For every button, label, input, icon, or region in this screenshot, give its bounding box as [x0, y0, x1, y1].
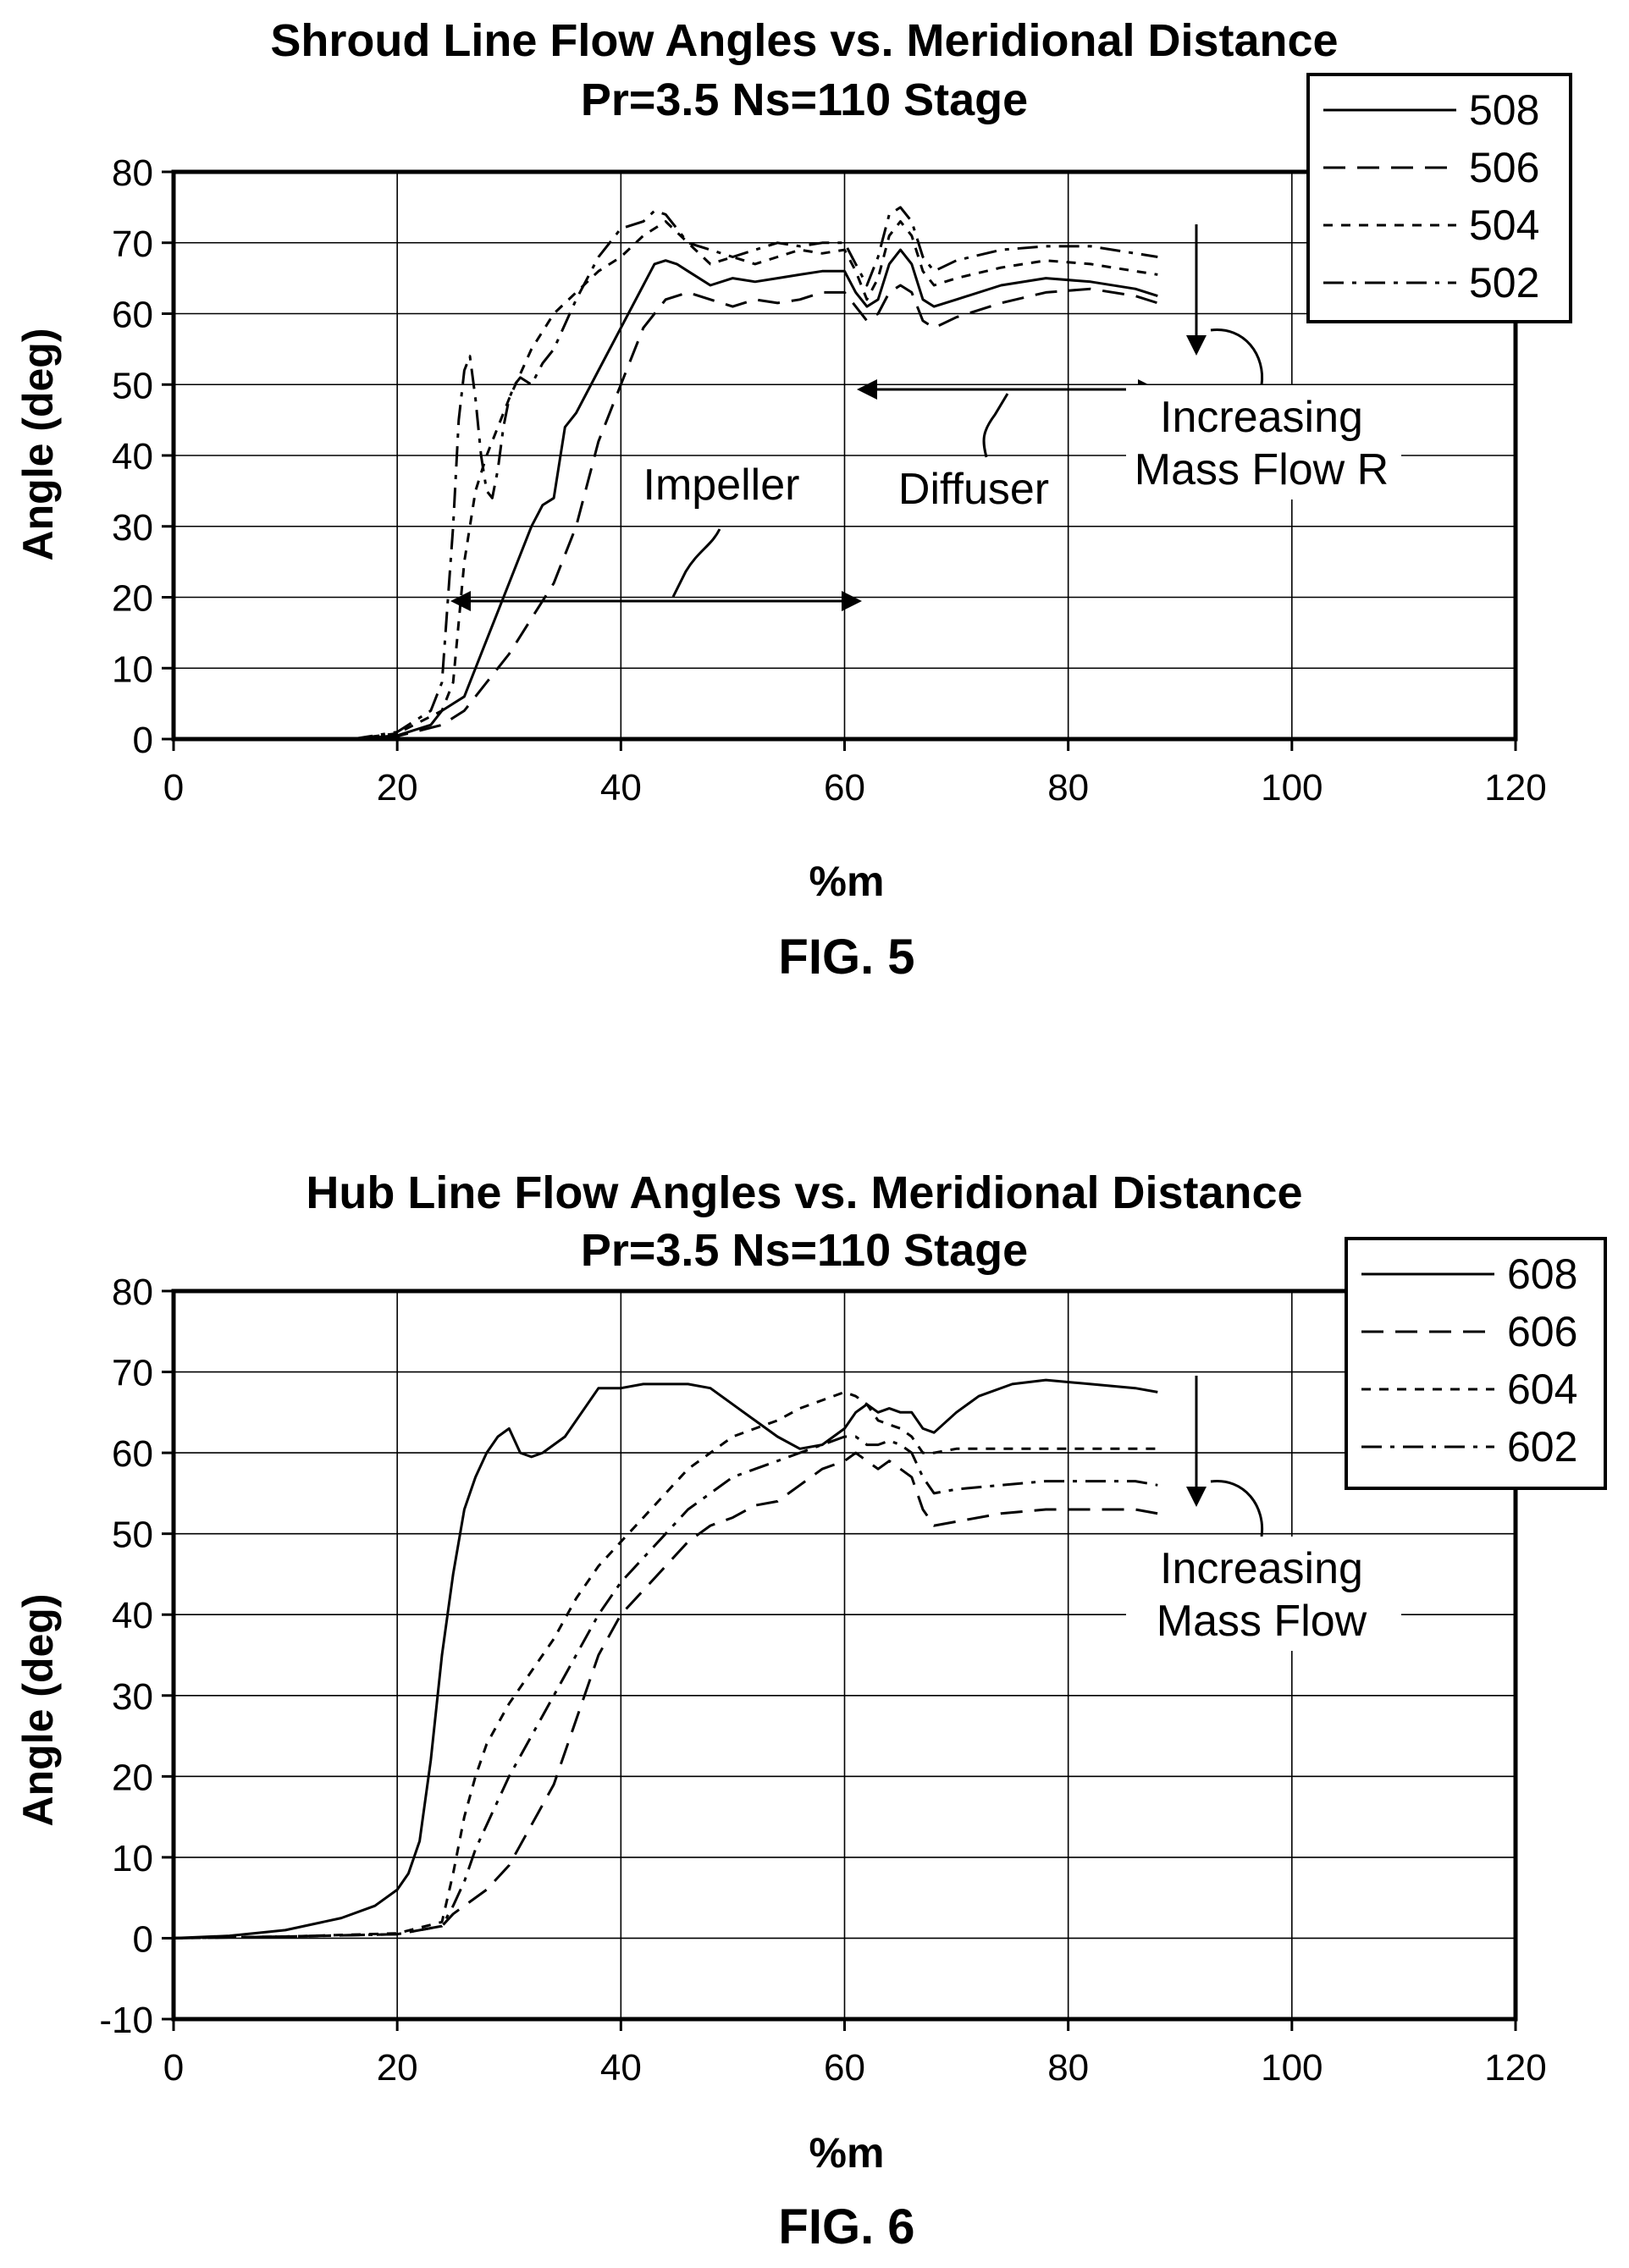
impeller-leader	[671, 528, 721, 598]
increasing-leader	[1210, 328, 1264, 386]
increasing-label-line2: Mass Flow	[1157, 1597, 1367, 1646]
increasing-label-line1: Increasing	[1160, 1544, 1363, 1593]
impeller-arrowhead-right	[842, 591, 862, 611]
x-tick-label: 80	[1047, 2047, 1089, 2089]
series-line-506	[352, 284, 1158, 741]
annotations: Increasing Mass Flow	[1126, 1376, 1401, 1651]
series-line-504	[352, 220, 1158, 741]
y-tick-label: 30	[112, 1676, 153, 1718]
plot-frame	[171, 169, 1518, 742]
legend-label-604: 604	[1507, 1366, 1577, 1413]
x-tick-label: 60	[824, 2047, 865, 2089]
y-tick-label: 80	[112, 1272, 153, 1313]
figure-5: Shroud Line Flow Angles vs. Meridional D…	[0, 0, 1629, 1101]
x-tick-label: 20	[377, 2047, 418, 2089]
chart-fig5: Shroud Line Flow Angles vs. Meridional D…	[14, 15, 1572, 985]
y-tick-label: 20	[112, 578, 153, 620]
x-tick-label: 0	[163, 767, 184, 808]
y-tick-label: 50	[112, 365, 153, 406]
x-axis-label: %m	[809, 858, 885, 905]
x-tick-label: 120	[1484, 2047, 1546, 2089]
y-tick-label: -10	[99, 2000, 153, 2041]
figure-caption: FIG. 6	[778, 2199, 914, 2254]
legend-box	[1306, 73, 1572, 323]
chart-subtitle: Pr=3.5 Ns=110 Stage	[581, 74, 1028, 125]
legend-label-602: 602	[1507, 1423, 1577, 1471]
increasing-label-line2: Mass Flow R	[1135, 445, 1389, 494]
diffuser-arrowhead-left	[857, 379, 877, 400]
legend-label-504: 504	[1469, 201, 1539, 249]
legend-label-502: 502	[1469, 259, 1539, 306]
impeller-label: Impeller	[643, 461, 800, 510]
figure-6: Hub Line Flow Angles vs. Meridional Dist…	[0, 1101, 1629, 2268]
x-tick-label: 60	[824, 767, 865, 808]
y-tick-label: 60	[112, 295, 153, 336]
y-tick-label: 50	[112, 1515, 153, 1556]
legend-label-606: 606	[1507, 1308, 1577, 1355]
y-tick-label: 0	[133, 720, 153, 761]
series-line-602	[173, 1435, 1158, 1940]
chart-title: Hub Line Flow Angles vs. Meridional Dist…	[306, 1167, 1302, 1218]
y-axis-label: Angle (deg)	[14, 328, 62, 561]
x-tick-label: 40	[600, 767, 642, 808]
chart-title: Shroud Line Flow Angles vs. Meridional D…	[270, 15, 1338, 66]
x-tick-label: 100	[1261, 767, 1323, 808]
y-tick-label: 10	[112, 1838, 153, 1879]
y-tick-label: 10	[112, 648, 153, 690]
x-axis-label: %m	[809, 2129, 885, 2177]
chart-fig6: Hub Line Flow Angles vs. Meridional Dist…	[14, 1167, 1607, 2254]
figure-caption: FIG. 5	[778, 930, 914, 985]
y-tick-label: 70	[112, 223, 153, 265]
y-axis-label: Angle (deg)	[14, 1594, 62, 1827]
increasing-label-line1: Increasing	[1160, 393, 1363, 442]
y-tick-label: 30	[112, 507, 153, 549]
x-tick-label: 100	[1261, 2047, 1323, 2089]
diffuser-label: Diffuser	[898, 465, 1049, 514]
legend-label-608: 608	[1507, 1250, 1577, 1298]
series-line-606	[173, 1451, 1158, 1940]
x-tick-label: 20	[377, 767, 418, 808]
legend-label-508: 508	[1469, 86, 1539, 134]
y-tick-label: 40	[112, 1595, 153, 1636]
y-tick-label: 70	[112, 1353, 153, 1394]
y-tick-label: 80	[112, 152, 153, 194]
series-line-608	[173, 1378, 1158, 1940]
y-tick-label: 0	[133, 1918, 153, 1960]
increasing-arrowhead	[1186, 335, 1207, 356]
y-tick-label: 40	[112, 436, 153, 477]
y-tick-label: 20	[112, 1757, 153, 1798]
annotations: Impeller Diffuser Increasing Mass Flow R	[450, 224, 1401, 611]
x-tick-label: 0	[163, 2047, 184, 2089]
increasing-leader	[1210, 1480, 1264, 1537]
chart-subtitle: Pr=3.5 Ns=110 Stage	[581, 1225, 1028, 1276]
legend-label-506: 506	[1469, 144, 1539, 191]
x-tick-label: 40	[600, 2047, 642, 2089]
series-line-604	[173, 1390, 1158, 1940]
increasing-arrowhead	[1186, 1487, 1207, 1507]
diffuser-leader	[982, 393, 1009, 458]
series-line-502	[352, 206, 1158, 741]
increasing-label-bg	[1126, 385, 1401, 499]
increasing-label-bg	[1126, 1537, 1401, 1651]
plot-frame	[171, 1289, 1518, 2022]
x-tick-label: 120	[1484, 767, 1546, 808]
y-tick-label: 60	[112, 1433, 153, 1475]
impeller-arrowhead-left	[450, 591, 471, 611]
x-tick-label: 80	[1047, 767, 1089, 808]
